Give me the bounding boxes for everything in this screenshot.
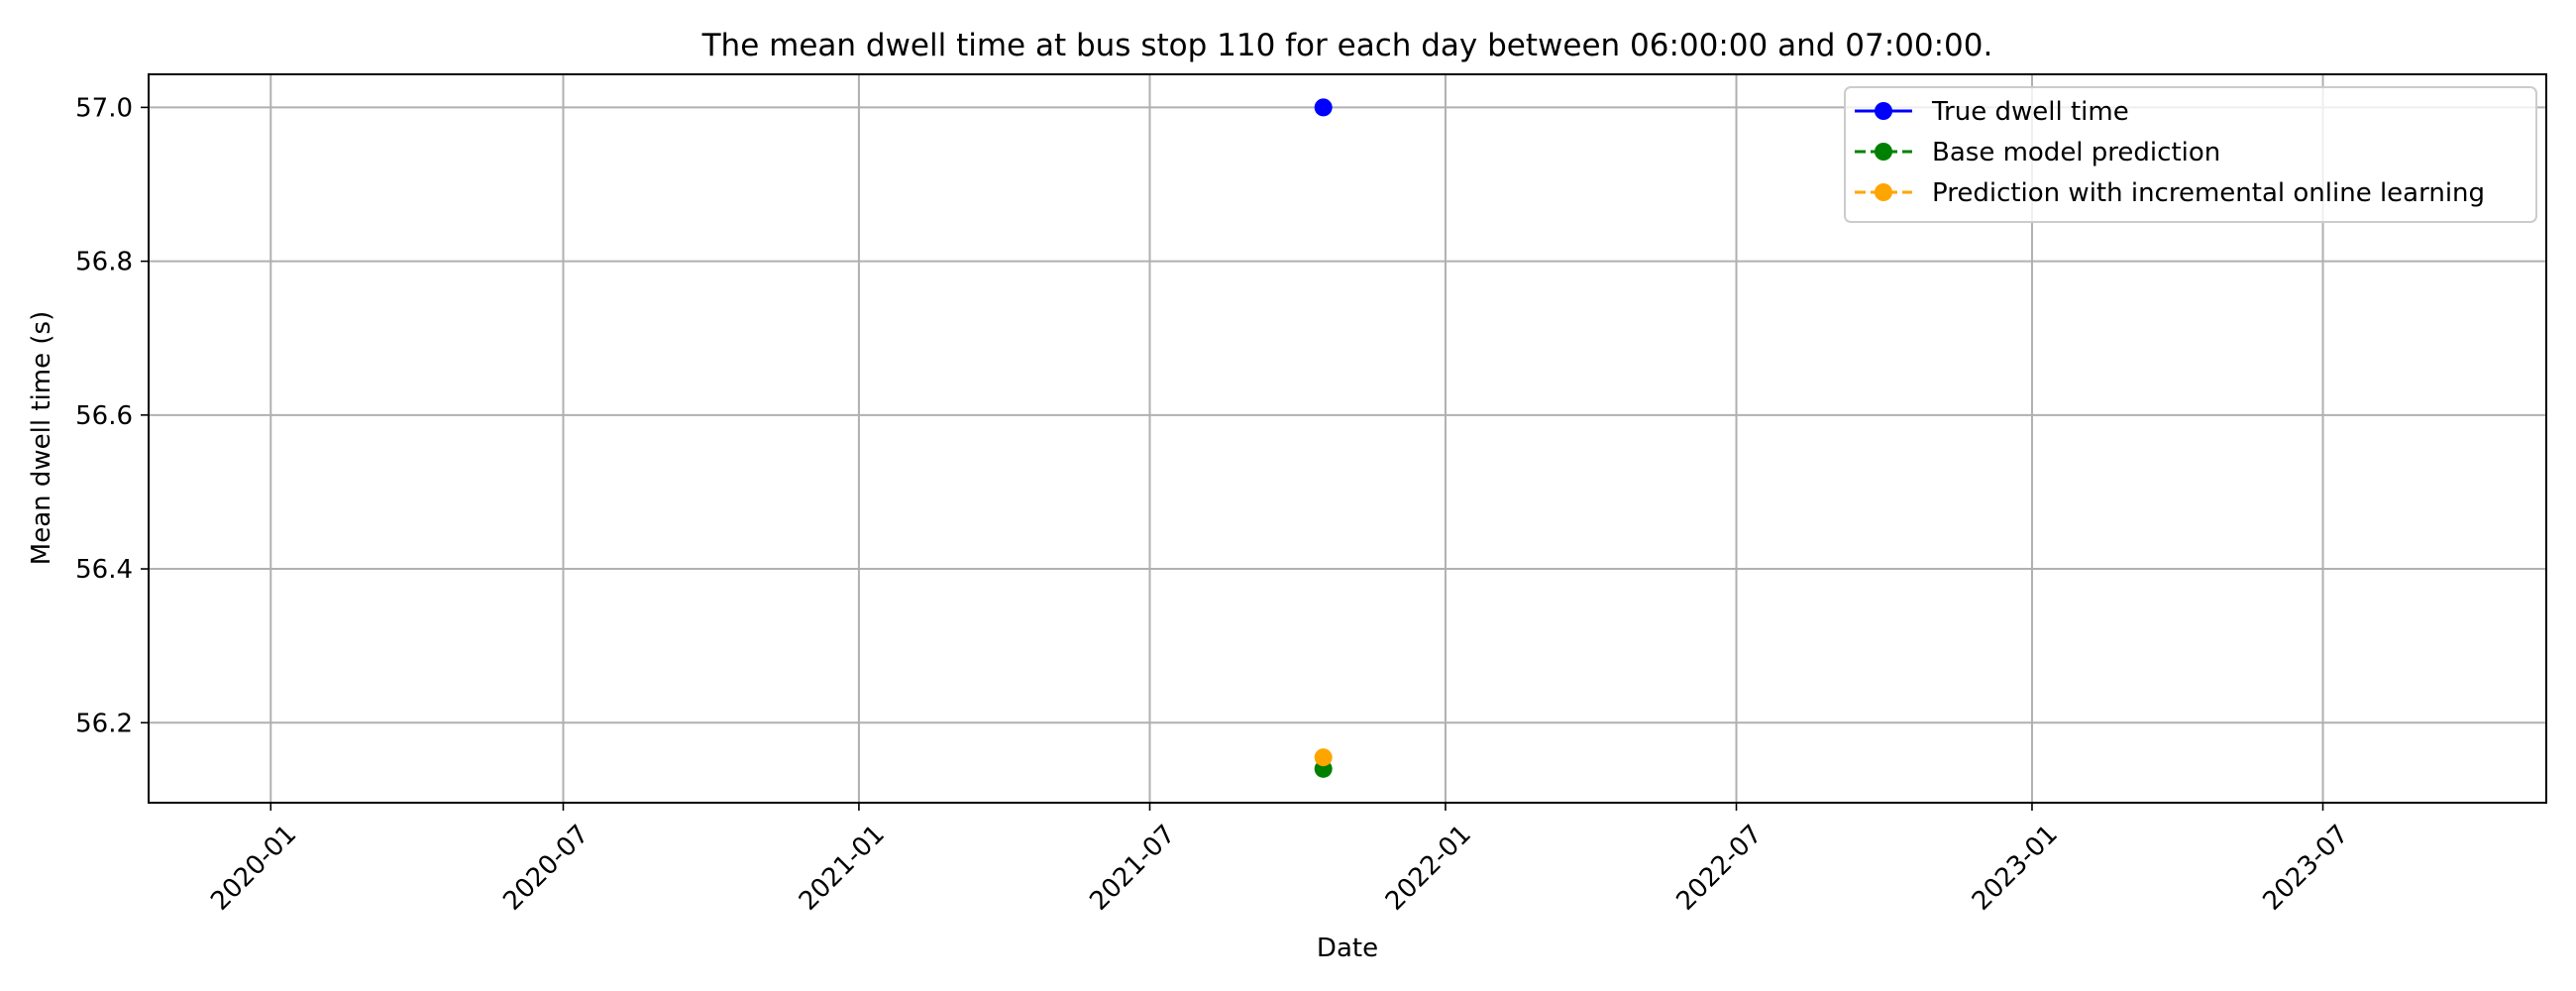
y-tick-label: 56.8	[75, 248, 133, 277]
y-tick-label: 56.4	[75, 555, 133, 585]
legend-label: True dwell time	[1931, 97, 2129, 127]
legend-marker	[1875, 143, 1892, 161]
legend-marker	[1875, 102, 1892, 120]
legend-label: Base model prediction	[1932, 138, 2220, 167]
y-axis-label: Mean dwell time (s)	[27, 311, 56, 565]
legend-box	[1844, 86, 2537, 223]
chart-title: The mean dwell time at bus stop 110 for …	[701, 28, 1993, 63]
legend: True dwell time Base model prediction Pred…	[1844, 86, 2537, 223]
y-tick-label: 56.6	[75, 401, 133, 431]
data-points	[1314, 98, 1333, 778]
legend-marker	[1875, 183, 1892, 201]
x-axis-label: Date	[1317, 934, 1378, 963]
y-tick-label: 57.0	[75, 93, 133, 123]
data-point-series-3	[1314, 748, 1333, 767]
plot-area-frame	[148, 73, 2547, 804]
data-point-series-1	[1314, 98, 1333, 117]
legend-label: Prediction with incremental online learn…	[1932, 178, 2485, 208]
y-tick-label: 56.2	[75, 709, 133, 738]
